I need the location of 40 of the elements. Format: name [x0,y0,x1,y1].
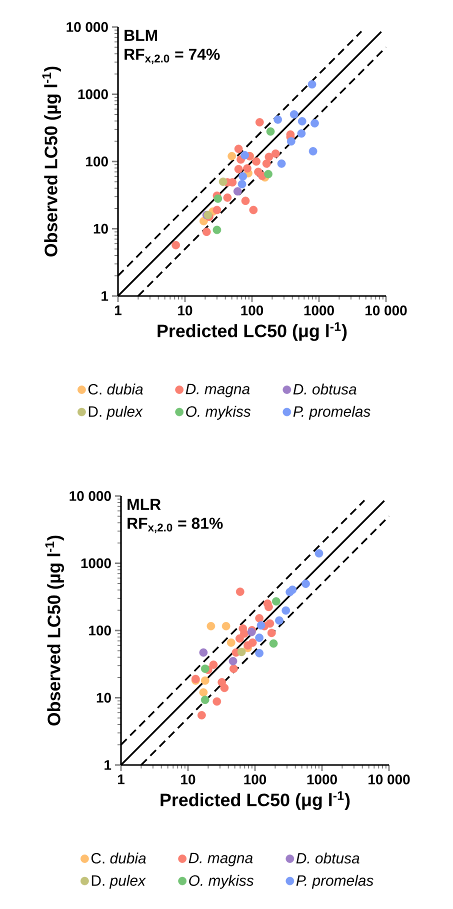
x-tick-label: 1 [118,774,124,784]
legend-label: P. promelas [293,406,370,420]
x-tick-label: 10 [178,306,192,316]
legend-label: O. mykiss [186,406,251,420]
x-axis-title: Predicted LC50 (μg l$^{-1}$) [160,791,350,810]
x-tick-label: 1000 [304,306,334,316]
annotation: BLM [124,30,158,41]
legend-label: D. obtusa [293,384,356,395]
annotation: RF$_{x,2.0}$ = 81% [128,518,223,534]
x-tick-label: 10 000 [366,306,407,316]
y-tick-label: 1 [104,760,112,770]
legend-label: D. magna [186,384,250,398]
legend-label: D. pulex [92,874,146,889]
y-tick-label: 1000 [81,558,111,568]
legend-label: P. promelas [296,874,374,889]
legend-label: C. dubia [91,852,146,864]
x-tick-label: 10 [181,774,196,784]
y-tick-label: 1000 [78,89,108,100]
x-axis-title: Predicted LC50 (μg l$^{-1}$) [158,322,347,341]
y-tick-label: 10 [94,224,108,234]
x-tick-label: 1 [114,306,122,316]
x-tick-label: 10 000 [368,774,410,784]
legend-label: C. dubia [88,384,143,395]
x-tick-label: 100 [244,774,266,784]
x-tick-label: 100 [241,306,264,316]
x-tick-label: 1000 [307,774,337,784]
legend-label: D. pulex [88,406,143,420]
y-tick-label: 100 [89,626,111,636]
legend-label: O. mykiss [189,874,254,889]
legend-label: D. magna [188,852,253,866]
y-tick-label: 100 [86,156,108,166]
y-axis-title: Observed LC50 (µg l$^{-1}$) [42,66,61,256]
legend-label: D. obtusa [296,852,360,864]
annotation: MLR [128,498,161,510]
y-tick-label: 1 [102,291,108,301]
y-axis-title: Observed LC50 (µg l$^{-1}$) [45,536,64,726]
y-tick-label: 10 [96,692,111,703]
annotation: RF$_{x,2.0}$ = 74% [124,48,220,64]
y-tick-label: 10 000 [66,22,108,32]
y-tick-label: 10 000 [70,491,111,501]
